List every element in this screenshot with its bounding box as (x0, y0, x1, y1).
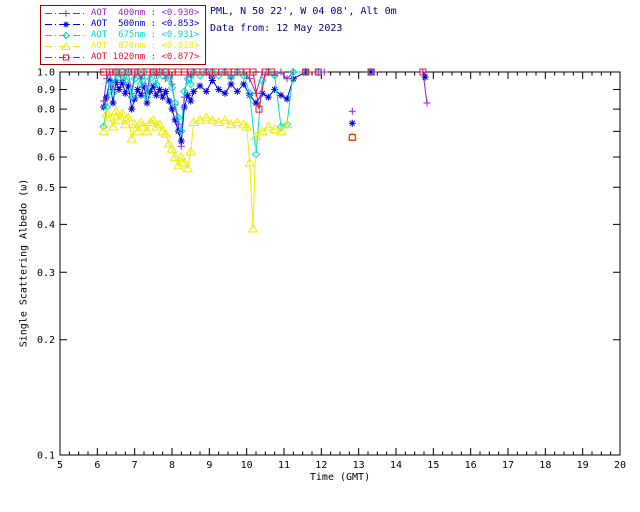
x-tick-label: 11 (278, 460, 290, 471)
triangle-marker (98, 106, 358, 233)
square-icon (63, 54, 69, 61)
legend-label: AOT 1020nm : <0.877> (91, 52, 200, 62)
legend-line-sample (45, 42, 87, 50)
legend-entry-675nm: AOT 675nm : <0.931> (44, 30, 203, 41)
y-tick-label: 0.6 (37, 152, 55, 163)
x-tick-label: 20 (614, 460, 626, 471)
y-tick-label: 0.2 (37, 335, 55, 346)
x-tick-label: 7 (132, 460, 138, 471)
legend-entry-1020nm: AOT 1020nm : <0.877> (44, 52, 203, 63)
x-axis-title: Time (GMT) (309, 472, 371, 483)
legend-line-sample (45, 21, 87, 28)
axes (59, 71, 621, 456)
triangle-icon (61, 42, 71, 50)
legend-label: AOT 675nm : <0.931> (91, 30, 200, 40)
legend-line-sample (45, 31, 87, 40)
y-tick-label: 0.8 (37, 105, 55, 116)
legend-label: AOT 870nm : <0.818> (91, 41, 200, 51)
series-aot-870nm (98, 106, 358, 233)
y-tick-label: 0.1 (37, 451, 55, 462)
legend-label: AOT 500nm : <0.853> (91, 19, 200, 29)
x-tick-label: 9 (206, 460, 212, 471)
x-tick-label: 18 (539, 460, 551, 471)
legend-line-sample (45, 54, 87, 61)
square-marker (100, 68, 427, 141)
series-aot-1020nm (100, 68, 427, 141)
x-tick-label: 15 (427, 460, 439, 471)
y-tick-label: 0.5 (37, 183, 55, 194)
legend: AOT 400nm : <0.930> AOT 500nm : <0.853> AO… (40, 5, 206, 65)
data-date-text: Data from: 12 May 2023 (210, 23, 343, 34)
y-tick-label: 0.9 (37, 85, 55, 96)
x-tick-label: 12 (315, 460, 327, 471)
legend-entry-500nm: AOT 500nm : <0.853> (44, 19, 203, 30)
legend-entry-400nm: AOT 400nm : <0.930> (44, 8, 203, 19)
x-tick-label: 17 (502, 460, 514, 471)
x-tick-label: 10 (241, 460, 253, 471)
x-tick-label: 14 (390, 460, 402, 471)
y-tick-label: 1.0 (37, 68, 55, 79)
axis-tick-labels: 5 6 7 8 9 10 11 12 13 14 15 16 17 18 19 20 1.0 0.9 0.8 0.7 0… (37, 68, 626, 472)
x-tick-label: 5 (57, 460, 63, 471)
y-tick-label: 0.4 (37, 220, 55, 231)
x-tick-label: 13 (353, 460, 365, 471)
y-tick-label: 0.3 (37, 268, 55, 279)
x-tick-label: 19 (577, 460, 589, 471)
legend-entry-870nm: AOT 870nm : <0.818> (44, 41, 203, 52)
diamond-icon (62, 31, 70, 40)
y-tick-label: 0.7 (37, 127, 55, 138)
site-info-text: PML, N 50 22', W 04 08', Alt 0m (210, 6, 397, 17)
series-aot-675nm (99, 67, 376, 159)
legend-line-sample (45, 10, 87, 17)
x-tick-label: 8 (169, 460, 175, 471)
plus-icon (63, 10, 69, 17)
series-line (104, 111, 353, 228)
asterisk-icon (63, 21, 69, 28)
legend-label: AOT 400nm : <0.930> (91, 8, 200, 18)
x-tick-label: 6 (94, 460, 100, 471)
x-tick-label: 16 (465, 460, 477, 471)
